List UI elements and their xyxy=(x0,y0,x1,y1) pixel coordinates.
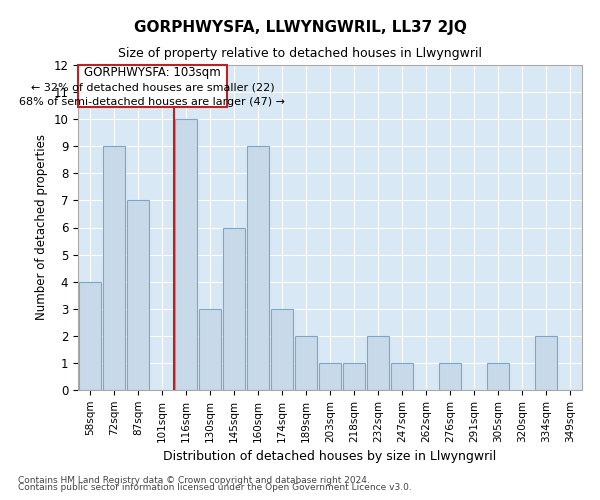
Bar xyxy=(199,308,221,390)
Bar xyxy=(535,336,557,390)
Bar xyxy=(487,363,509,390)
Bar xyxy=(175,119,197,390)
Bar xyxy=(103,146,125,390)
Bar xyxy=(223,228,245,390)
FancyBboxPatch shape xyxy=(78,65,227,107)
Bar xyxy=(319,363,341,390)
Text: Contains public sector information licensed under the Open Government Licence v3: Contains public sector information licen… xyxy=(18,484,412,492)
Bar xyxy=(79,282,101,390)
Text: Size of property relative to detached houses in Llwyngwril: Size of property relative to detached ho… xyxy=(118,48,482,60)
Bar xyxy=(127,200,149,390)
Text: GORPHWYSFA: 103sqm: GORPHWYSFA: 103sqm xyxy=(84,66,221,79)
Text: ← 32% of detached houses are smaller (22): ← 32% of detached houses are smaller (22… xyxy=(31,82,274,92)
Text: 68% of semi-detached houses are larger (47) →: 68% of semi-detached houses are larger (… xyxy=(19,96,286,106)
Bar xyxy=(271,308,293,390)
Text: GORPHWYSFA, LLWYNGWRIL, LL37 2JQ: GORPHWYSFA, LLWYNGWRIL, LL37 2JQ xyxy=(134,20,466,35)
Y-axis label: Number of detached properties: Number of detached properties xyxy=(35,134,48,320)
Bar xyxy=(247,146,269,390)
X-axis label: Distribution of detached houses by size in Llwyngwril: Distribution of detached houses by size … xyxy=(163,450,497,463)
Text: Contains HM Land Registry data © Crown copyright and database right 2024.: Contains HM Land Registry data © Crown c… xyxy=(18,476,370,485)
Bar xyxy=(343,363,365,390)
Bar xyxy=(439,363,461,390)
Bar xyxy=(367,336,389,390)
Bar xyxy=(295,336,317,390)
Bar xyxy=(391,363,413,390)
